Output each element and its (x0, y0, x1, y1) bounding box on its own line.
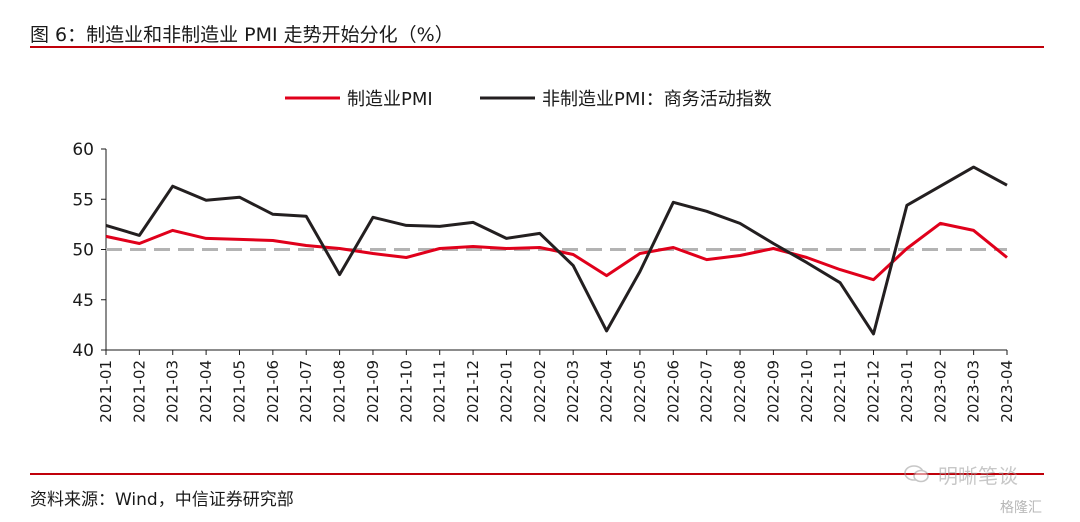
source-rule (30, 473, 1044, 475)
x-tick-label: 2021-01 (97, 360, 115, 423)
chart-title: 图 6：制造业和非制造业 PMI 走势开始分化（%） (30, 24, 454, 46)
wechat-icon (904, 465, 929, 483)
x-tick-label: 2022-05 (631, 360, 649, 423)
x-tick-label: 2021-03 (164, 360, 182, 423)
x-tick-label: 2021-02 (130, 360, 148, 423)
y-tick-label: 45 (72, 291, 94, 311)
legend-label: 非制造业PMI：商务活动指数 (542, 89, 772, 110)
x-tick-label: 2023-02 (931, 360, 949, 423)
title-rule (30, 46, 1044, 48)
x-tick-label: 2023-03 (965, 360, 983, 423)
series-lines (105, 165, 1008, 336)
y-tick-label: 50 (72, 241, 94, 261)
legend-label: 制造业PMI (347, 89, 433, 110)
legend: 制造业PMI 非制造业PMI：商务活动指数 (285, 89, 772, 110)
x-tick-label: 2022-08 (731, 360, 749, 423)
watermark-text: 明晰笔谈 (938, 464, 1018, 488)
x-tick-label: 2022-04 (598, 360, 616, 423)
y-tick-label: 55 (72, 190, 94, 210)
x-tick-labels: 2021-01 2021-02 2021-03 2021-04 2021-05 2021-… (97, 360, 1016, 423)
y-tick-label: 60 (72, 140, 94, 160)
x-tick-label: 2021-09 (364, 360, 382, 423)
y-tick-label: 40 (72, 341, 94, 361)
series-line-non-manufacturing (105, 165, 1008, 336)
x-tick-label: 2022-10 (798, 360, 816, 423)
source-note: 资料来源：Wind，中信证券研究部 (30, 490, 294, 510)
watermark: 明晰笔谈 (900, 460, 1060, 490)
x-tick-label: 2022-01 (497, 360, 515, 423)
x-tick-label: 2021-12 (464, 360, 482, 423)
x-tick-label: 2021-04 (197, 360, 215, 423)
x-tick-label: 2022-09 (764, 360, 782, 423)
x-tick-label: 2021-07 (297, 360, 315, 423)
x-tick-label: 2022-12 (865, 360, 883, 423)
x-tick-label: 2021-11 (431, 360, 449, 423)
pmi-line-chart: 制造业PMI 非制造业PMI：商务活动指数 2021-01 2021-02 2021-… (72, 89, 1016, 423)
x-tick-label: 2021-10 (397, 360, 415, 423)
x-tick-label: 2023-01 (898, 360, 916, 423)
y-tick-labels: 40 45 50 55 60 (72, 140, 94, 361)
x-tick-label: 2021-08 (331, 360, 349, 423)
x-tick-label: 2022-03 (564, 360, 582, 423)
watermark-sub: 格隆汇 (1000, 500, 1042, 516)
x-tick-label: 2021-05 (230, 360, 248, 423)
x-tick-label: 2022-11 (831, 360, 849, 423)
x-tick-label: 2022-07 (698, 360, 716, 423)
x-tick-label: 2022-06 (664, 360, 682, 423)
x-tick-label: 2021-06 (264, 360, 282, 423)
x-tick-label: 2022-02 (531, 360, 549, 423)
x-tick-label: 2023-04 (998, 360, 1016, 423)
